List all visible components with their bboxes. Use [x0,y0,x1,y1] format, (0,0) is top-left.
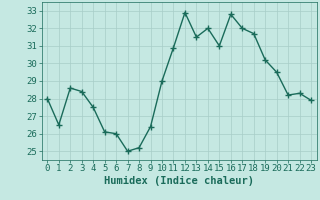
X-axis label: Humidex (Indice chaleur): Humidex (Indice chaleur) [104,176,254,186]
